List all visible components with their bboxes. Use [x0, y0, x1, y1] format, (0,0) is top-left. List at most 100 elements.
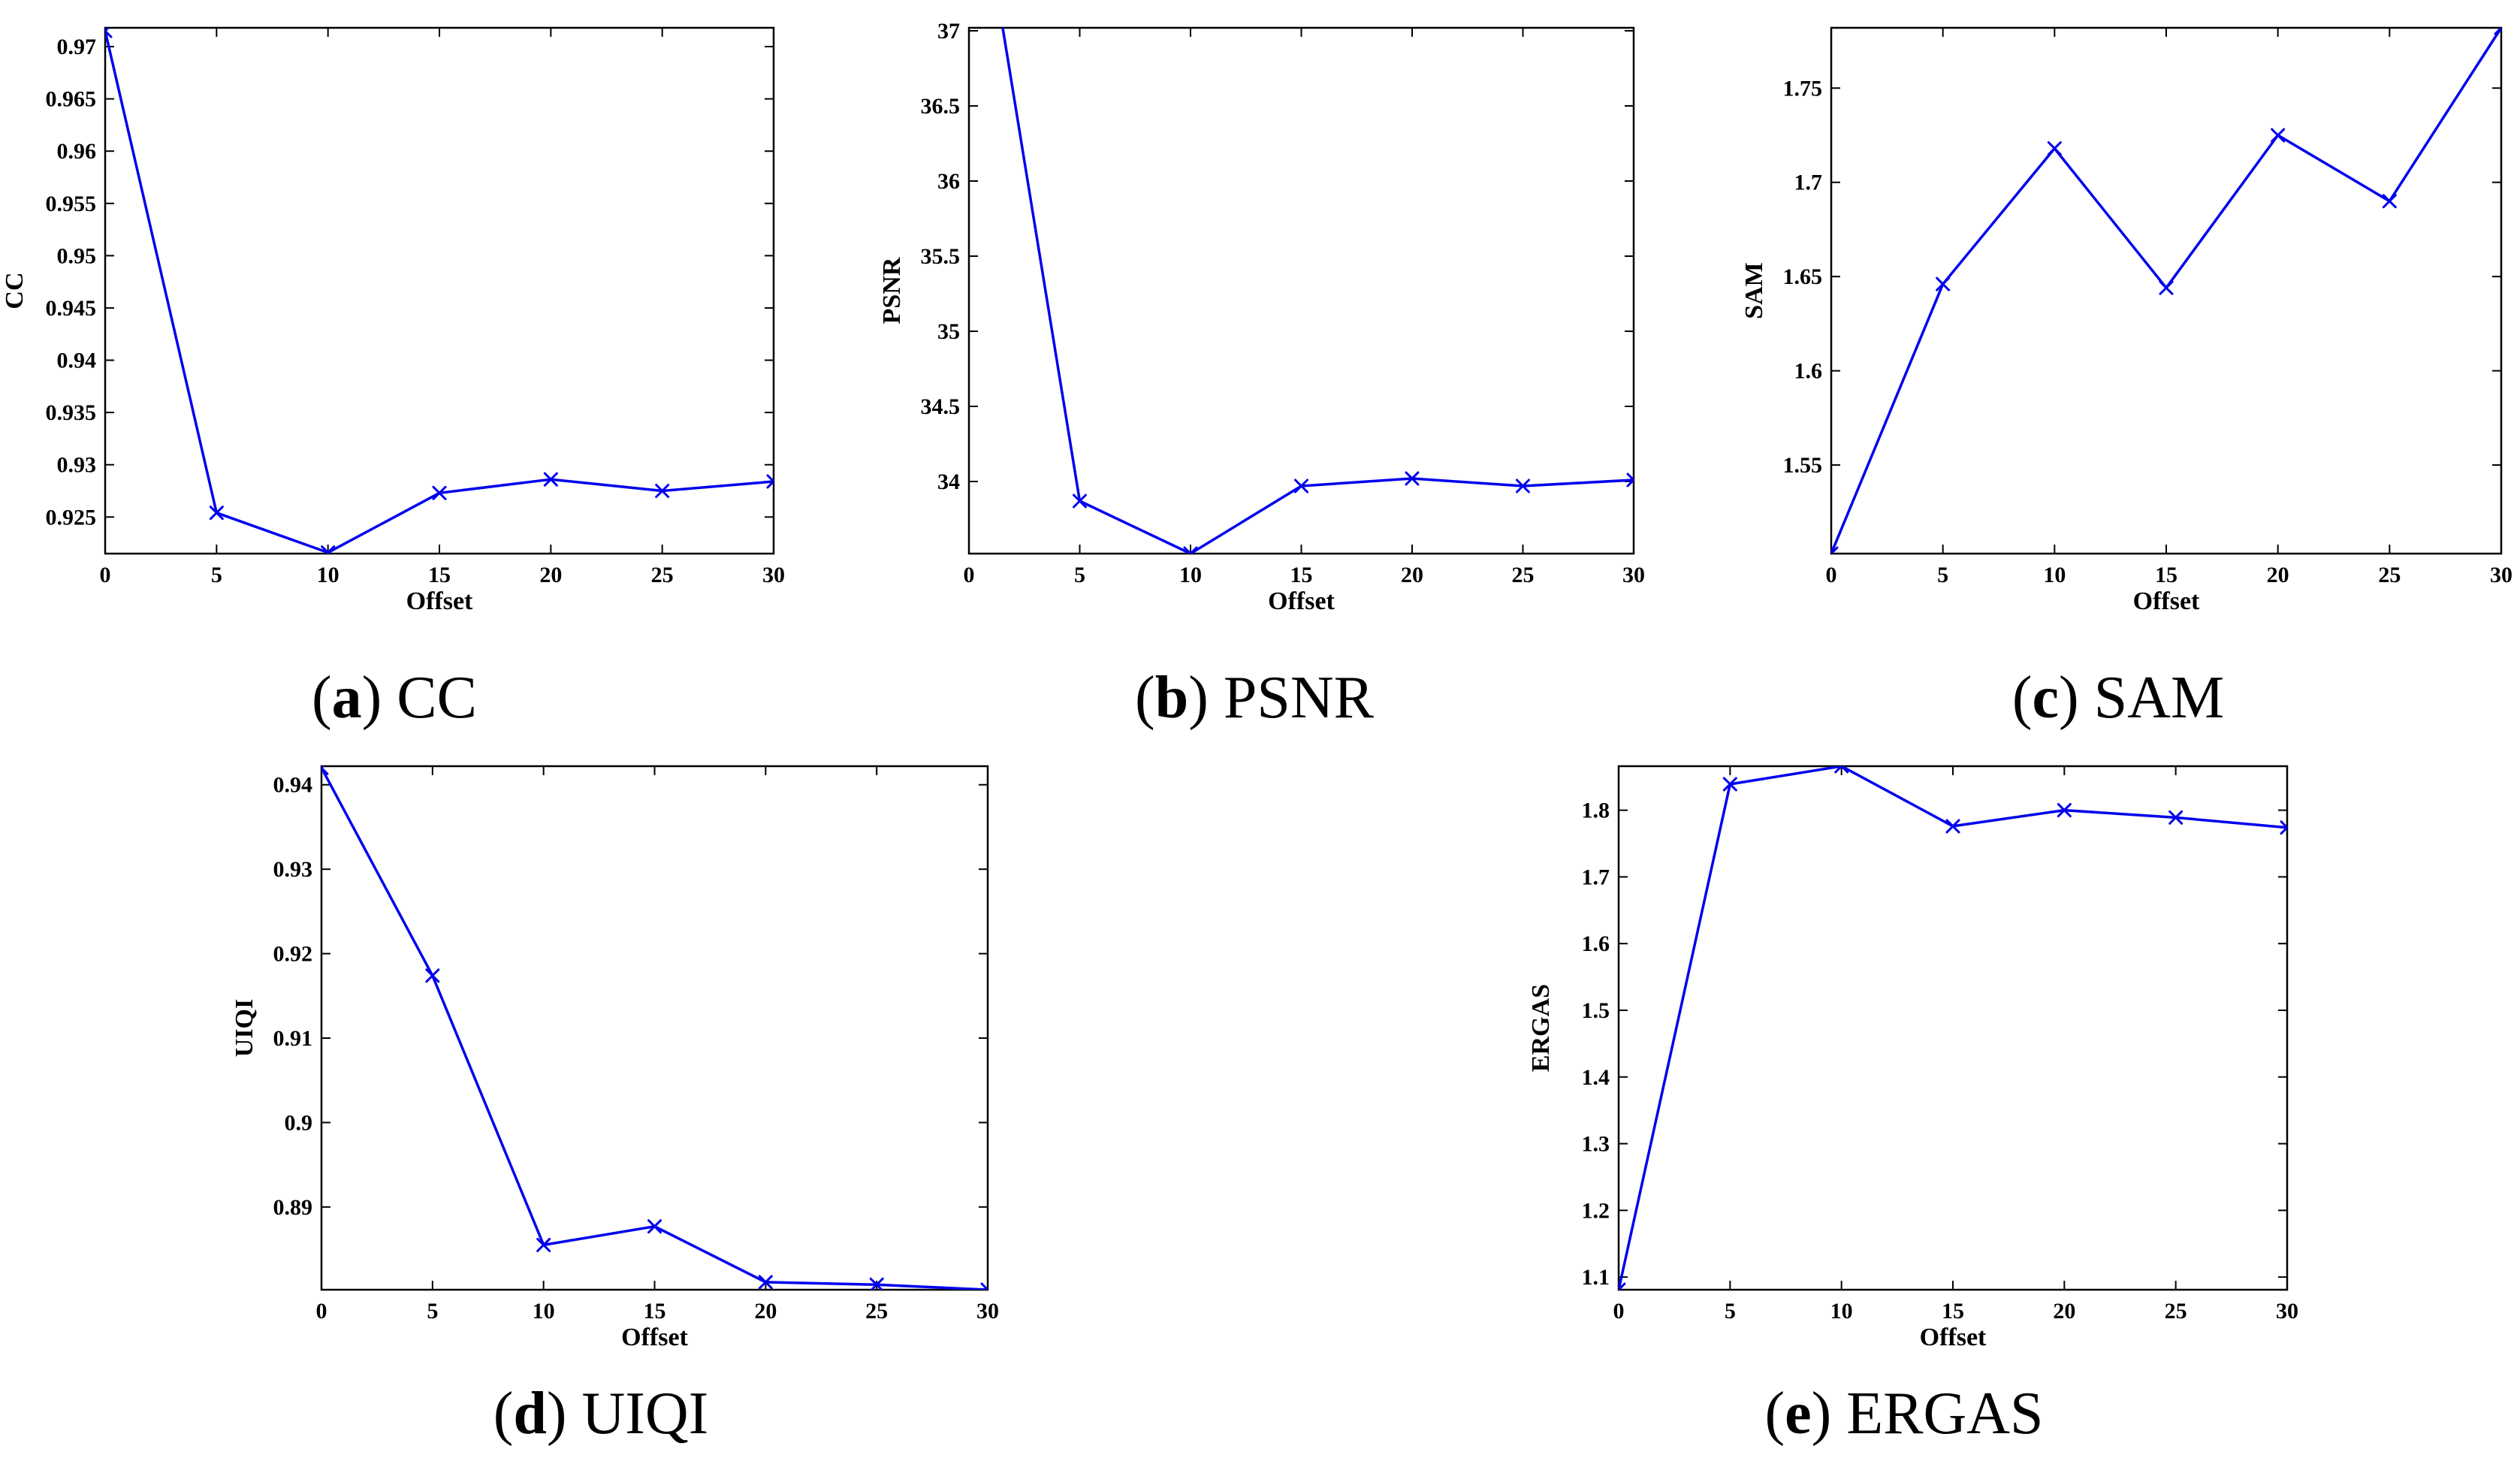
- y-tick-label-0-96: 0.96: [57, 139, 97, 164]
- series-line-psnr: [1001, 28, 1634, 554]
- y-axis-title: CC: [1, 272, 29, 309]
- x-tick-label-10: 10: [1830, 1299, 1853, 1324]
- x-tick-label-0: 0: [964, 563, 975, 587]
- series-line-ergas: [1619, 766, 2287, 1290]
- caption-cc: (a) CC: [312, 665, 477, 731]
- data-point-25: [1516, 478, 1530, 494]
- caption-title: PSNR: [1224, 665, 1375, 731]
- data-point-25: [2168, 810, 2183, 825]
- x-tick-label-10: 10: [2043, 563, 2066, 587]
- data-point-30: [2280, 820, 2287, 835]
- y-tick-label-1-5: 1.5: [1582, 998, 1610, 1023]
- data-point-0: [1619, 1282, 1626, 1290]
- x-tick-label-30: 30: [2490, 563, 2512, 587]
- series-line-sam: [1831, 28, 2501, 554]
- x-tick-label-5: 5: [427, 1299, 438, 1324]
- x-tick-label-25: 25: [651, 563, 674, 587]
- data-point-25: [2382, 194, 2397, 209]
- y-tick-label-1-4: 1.4: [1582, 1065, 1610, 1090]
- series-group: [1001, 28, 1634, 554]
- chart-panel-sam: 0 5 10 15 20 25 301.551.61.651.71.75OffsetSAM(…: [1740, 26, 2512, 731]
- caption-title: UIQI: [581, 1381, 708, 1447]
- x-axis-title: Offset: [1920, 1324, 1987, 1351]
- data-point-30: [1626, 472, 1634, 488]
- y-tick-label-0-89: 0.89: [273, 1195, 313, 1220]
- x-tick-label-25: 25: [2378, 563, 2401, 587]
- data-point-30: [980, 1282, 988, 1290]
- caption-ergas: (e) ERGAS: [1764, 1381, 2043, 1447]
- y-tick-label-1-6: 1.6: [1582, 931, 1610, 956]
- x-tick-label-30: 30: [976, 1299, 999, 1324]
- y-tick-label-0-95: 0.95: [57, 243, 97, 268]
- data-point-5: [425, 968, 440, 983]
- caption-psnr: (b) PSNR: [1135, 665, 1375, 731]
- series-group: [105, 28, 774, 554]
- data-point-25: [655, 484, 670, 499]
- x-axis-title: Offset: [621, 1324, 688, 1351]
- y-tick-label-0-945: 0.945: [46, 296, 97, 321]
- y-tick-label-34: 34: [937, 469, 960, 494]
- data-point-10: [1834, 766, 1849, 774]
- y-tick-label-1-75: 1.75: [1783, 76, 1823, 101]
- caption-sam: (c) SAM: [2012, 665, 2224, 731]
- data-point-30: [2494, 28, 2501, 35]
- y-tick-label-1-2: 1.2: [1582, 1198, 1610, 1223]
- x-tick-label-10: 10: [317, 563, 340, 587]
- x-tick-label-20: 20: [2053, 1299, 2075, 1324]
- x-tick-label-15: 15: [2155, 563, 2177, 587]
- y-tick-label-1-65: 1.65: [1783, 264, 1823, 289]
- data-point-10: [536, 1237, 551, 1252]
- chart-panel-ergas: 0 5 10 15 20 25 30 1.1 1.2 1.3 1.4 1.5 1.6 1.7 1.8 Offs…: [1527, 765, 2298, 1447]
- x-tick-label-30: 30: [1622, 563, 1645, 587]
- y-tick-label-0-94: 0.94: [273, 773, 313, 798]
- caption-title: CC: [397, 665, 477, 731]
- y-axis-title: UIQI: [231, 999, 258, 1057]
- y-tick-label-36-5: 36.5: [921, 94, 961, 119]
- x-tick-label-30: 30: [2276, 1299, 2298, 1324]
- x-tick-label-10: 10: [533, 1299, 555, 1324]
- x-tick-label-0: 0: [1613, 1299, 1625, 1324]
- y-axis-title: ERGAS: [1527, 984, 1555, 1072]
- y-tick-label-35: 35: [937, 319, 960, 344]
- data-point-0: [105, 28, 113, 38]
- data-point-10: [2047, 141, 2062, 156]
- x-tick-label-20: 20: [2267, 563, 2289, 587]
- caption-letter: d: [513, 1381, 547, 1447]
- caption-letter: b: [1155, 665, 1189, 731]
- y-tick-label-0-965: 0.965: [46, 87, 97, 112]
- x-tick-label-15: 15: [644, 1299, 666, 1324]
- data-point-5: [209, 506, 224, 521]
- series-group: [1619, 766, 2287, 1290]
- y-tick-label-0-91: 0.91: [273, 1026, 313, 1051]
- y-tick-label-37: 37: [937, 19, 960, 44]
- y-tick-label-36: 36: [937, 169, 960, 194]
- y-tick-label-1-7: 1.7: [1794, 171, 1823, 195]
- x-tick-label-15: 15: [1290, 563, 1313, 587]
- data-point-0: [321, 766, 329, 775]
- data-point-20: [2057, 803, 2072, 818]
- chart-panel-uiqi: 0 5 10 15 20 25 30 0.89 0.9 0.91 0.92 0.93 0.94 Offse…: [231, 765, 999, 1447]
- data-point-5: [1936, 276, 1951, 291]
- x-tick-label-20: 20: [539, 563, 562, 587]
- data-point-15: [2159, 280, 2174, 295]
- x-tick-label-0: 0: [1826, 563, 1837, 587]
- x-tick-label-10: 10: [1179, 563, 1202, 587]
- data-point-20: [543, 472, 558, 487]
- y-tick-label-0-92: 0.92: [273, 942, 313, 967]
- x-tick-label-15: 15: [428, 563, 451, 587]
- y-tick-label-1-7: 1.7: [1582, 865, 1610, 889]
- x-tick-label-15: 15: [1942, 1299, 1964, 1324]
- x-tick-label-5: 5: [211, 563, 222, 587]
- y-tick-label-0-935: 0.935: [46, 400, 97, 425]
- data-point-15: [432, 485, 447, 500]
- data-point-10: [321, 545, 336, 554]
- x-tick-label-20: 20: [1401, 563, 1423, 587]
- data-point-15: [1945, 819, 1960, 834]
- y-tick-label-0-93: 0.93: [57, 453, 97, 478]
- data-point-0: [1831, 546, 1839, 554]
- data-point-15: [1294, 478, 1308, 494]
- x-tick-label-30: 30: [762, 563, 785, 587]
- caption-title: ERGAS: [1846, 1381, 2043, 1447]
- y-tick-label-35-5: 35.5: [921, 244, 961, 269]
- x-tick-label-25: 25: [1512, 563, 1535, 587]
